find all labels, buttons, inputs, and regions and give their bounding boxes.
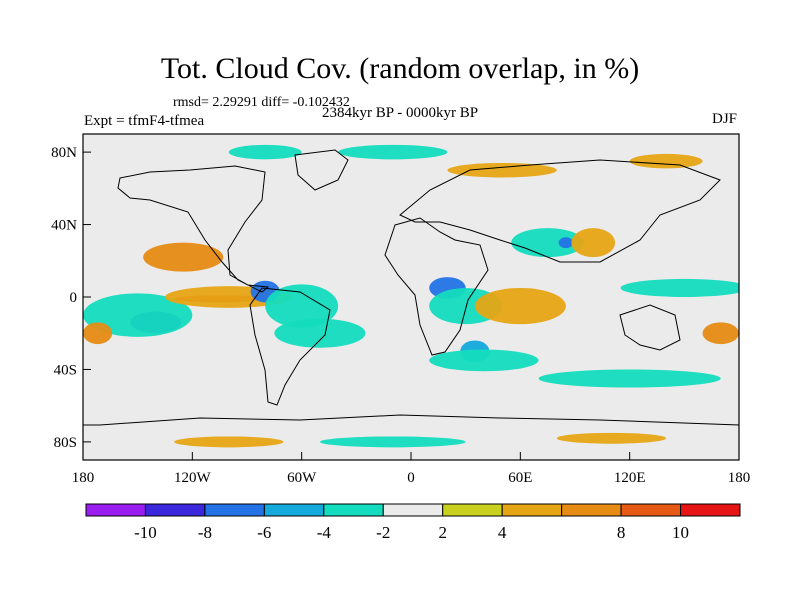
- colorbar-label-4: -2: [376, 523, 390, 542]
- colorbar-swatch-3: [263, 503, 325, 517]
- x-tick-label-0: 180: [72, 470, 95, 486]
- anomaly-region-12: [474, 287, 566, 325]
- coastline-4: [399, 159, 721, 263]
- colorbar-label-7: 8: [617, 523, 626, 542]
- anomaly-region-1: [83, 293, 193, 337]
- anomaly-region-24: [319, 436, 466, 448]
- x-tick-label-6: 180: [728, 470, 751, 486]
- colorbar-label-5: 2: [438, 523, 447, 542]
- colorbar-swatch-0: [85, 503, 146, 517]
- anomaly-region-20: [338, 144, 448, 160]
- x-tick-label-2: 60W: [287, 470, 317, 486]
- period-label: 2384kyr BP - 0000kyr BP: [322, 105, 479, 121]
- axis-ticks: 180 120W 60W 0 60E 120E 180 80N 40N 0 40S 80S: [51, 145, 750, 486]
- colorbar-swatch-8: [561, 503, 622, 517]
- chart-title: Tot. Cloud Cov. (random overlap, in %): [160, 52, 640, 85]
- colorbar-label-0: -10: [134, 523, 157, 542]
- y-tick-label-3: 40S: [54, 362, 77, 378]
- colorbar-label-2: -6: [257, 523, 271, 542]
- anomaly-region-15: [571, 228, 616, 258]
- colorbar-swatch-9: [620, 503, 682, 517]
- season-label: DJF: [712, 111, 738, 127]
- colorbar: -10 -8 -6 -4 -2 2 4 8 10: [85, 503, 741, 542]
- colorbar-swatch-10: [680, 503, 741, 517]
- colorbar-swatch-6: [442, 503, 503, 517]
- experiment-label: Expt = tfmF4-tfmea: [84, 113, 205, 129]
- y-tick-label-2: 0: [70, 290, 78, 306]
- coastline-3: [384, 217, 489, 356]
- colorbar-swatch-2: [204, 503, 265, 517]
- anomaly-region-22: [447, 162, 557, 178]
- colorbar-label-8: 10: [672, 523, 689, 542]
- x-tick-label-5: 120E: [614, 470, 646, 486]
- x-tick-label-4: 60E: [508, 470, 532, 486]
- x-tick-label-3: 0: [407, 470, 415, 486]
- anomaly-region-5: [265, 284, 339, 328]
- coastline-5: [619, 304, 681, 351]
- map-panel: [82, 133, 740, 461]
- y-tick-label-0: 80N: [51, 145, 77, 161]
- anomaly-region-26: [174, 436, 284, 448]
- anomaly-region-16: [620, 278, 739, 297]
- anomaly-region-7: [274, 318, 366, 348]
- anomaly-region-23: [629, 153, 703, 169]
- coastline-2: [294, 149, 349, 191]
- coastline-1: [249, 287, 331, 406]
- colorbar-label-1: -8: [198, 523, 212, 542]
- colorbar-swatch-4: [323, 503, 384, 517]
- colorbar-swatch-7: [501, 503, 563, 517]
- y-tick-label-1: 40N: [51, 218, 77, 234]
- anomaly-region-21: [228, 144, 302, 160]
- anomaly-region-17: [538, 369, 721, 388]
- anomaly-region-18: [702, 322, 739, 345]
- stats-subtitle: rmsd= 2.29291 diff= -0.102432: [173, 95, 350, 110]
- colorbar-swatch-1: [144, 503, 206, 517]
- coastline-0: [117, 165, 270, 293]
- anomaly-region-25: [556, 432, 667, 444]
- anomaly-region-19: [83, 322, 113, 345]
- colorbar-label-3: -4: [317, 523, 332, 542]
- x-tick-label-1: 120W: [174, 470, 212, 486]
- colorbar-label-6: 4: [498, 523, 507, 542]
- colorbar-swatch-5: [382, 503, 444, 517]
- anomaly-region-14: [558, 237, 574, 249]
- anomaly-region-6: [143, 242, 224, 272]
- anomaly-region-11: [429, 349, 539, 372]
- y-tick-label-4: 80S: [54, 435, 77, 451]
